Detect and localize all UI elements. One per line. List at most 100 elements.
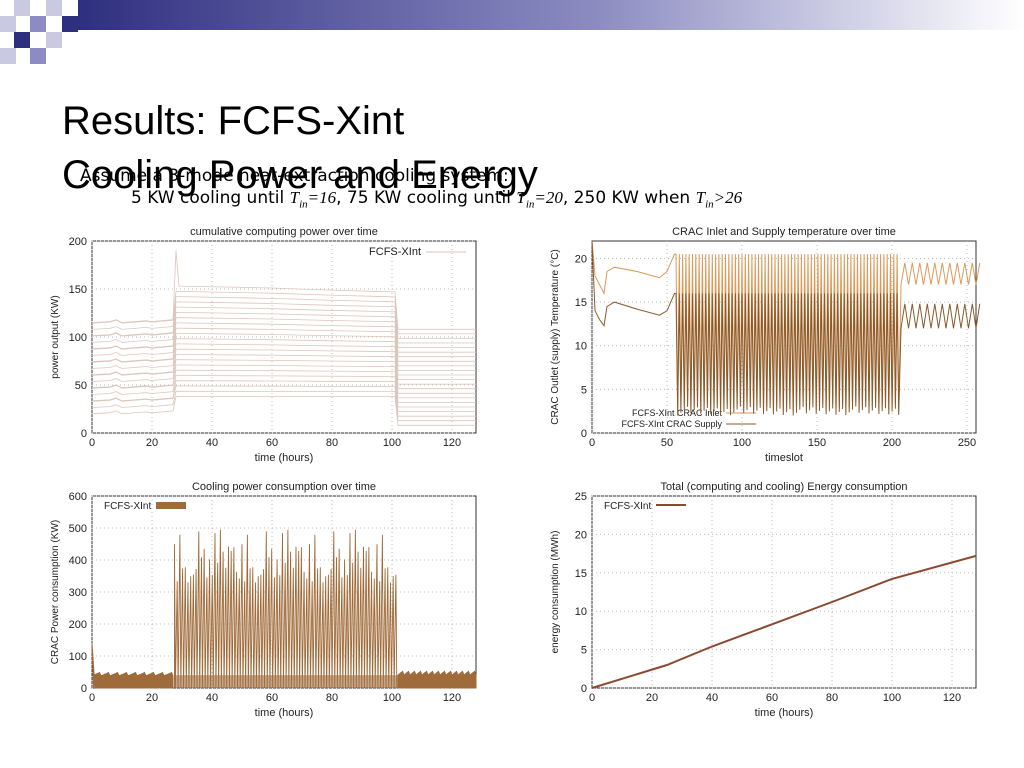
series-line (91, 348, 476, 385)
y-tick-label: 5 (581, 645, 587, 657)
x-tick-label: 250 (958, 437, 976, 449)
base-area-late (397, 670, 477, 689)
legend-swatch (156, 502, 186, 509)
y-tick-label: 100 (69, 332, 87, 344)
deco-square-5 (14, 32, 30, 48)
series-line (91, 390, 476, 422)
subtitle-line2: 5 KW cooling until Tin=16, 75 KW cooling… (131, 188, 743, 211)
y-tick-label: 0 (581, 683, 587, 695)
y-tick-label: 100 (69, 651, 87, 663)
chart-total-energy: 0 20 40 60 80 100 120 0 5 10 15 20 25 Total (computin… (550, 481, 977, 719)
x-tick-label: 50 (661, 437, 673, 449)
series-line (91, 296, 476, 339)
y-tick-label: 200 (69, 236, 87, 248)
x-tick-label: 100 (733, 437, 751, 449)
slide-title-line1: Results: FCFS-Xint (62, 99, 405, 143)
chart-title: CRAC Inlet and Supply temperature over t… (672, 226, 896, 238)
deco-square-7 (30, 48, 46, 64)
x-tick-label: 60 (766, 692, 778, 704)
series-line (91, 380, 476, 412)
x-tick-label: 60 (266, 437, 278, 449)
series-line (91, 385, 476, 417)
x-tick-label: 80 (326, 692, 338, 704)
header-gradient-bar (78, 0, 1024, 30)
y-tick-label: 15 (575, 297, 587, 309)
y-axis-label: CRAC Outlet (supply) Temperature (°C) (550, 249, 561, 425)
chart-title: cumulative computing power over time (190, 226, 378, 238)
subtitle-line1: Assume a 3-mode heat-extraction cooling … (80, 166, 509, 186)
deco-square-2 (30, 16, 46, 32)
x-tick-label: 100 (383, 692, 401, 704)
legend-label: FCFS-XInt (369, 246, 421, 258)
chart-crac-temperature: 0 50 100 150 200 250 0 5 10 15 20 CRAC Inlet and Su… (550, 226, 981, 464)
spikes (174, 529, 398, 689)
series-line (91, 359, 476, 394)
series-line (91, 396, 476, 426)
x-tick-label: 40 (206, 437, 218, 449)
y-tick-label: 600 (69, 491, 87, 503)
x-tick-label: 40 (206, 692, 218, 704)
y-tick-label: 20 (575, 253, 587, 265)
x-tick-label: 20 (646, 692, 658, 704)
deco-square-0 (14, 0, 30, 16)
x-tick-label: 100 (883, 692, 901, 704)
deco-square-3 (62, 16, 78, 32)
y-axis-label: energy consumption (MWh) (550, 531, 561, 654)
y-tick-label: 0 (81, 683, 87, 695)
y-tick-label: 150 (69, 284, 87, 296)
series-line-supply (591, 240, 981, 416)
chart-cooling-power: 0 20 40 60 80 100 120 0 100 200 300 400 500 600 Coolin… (50, 481, 477, 719)
legend-label: FCFS-XInt (604, 501, 651, 512)
y-tick-label: 25 (575, 491, 587, 503)
legend-label: FCFS-XInt (104, 501, 151, 512)
series-line (91, 364, 476, 399)
y-tick-label: 300 (69, 587, 87, 599)
y-axis-label: power output (KW) (50, 295, 61, 378)
series-line (91, 312, 476, 353)
base-area-early (91, 643, 174, 689)
x-axis-label: time (hours) (255, 707, 314, 719)
base-band-mid (174, 675, 398, 688)
x-axis-label: timeslot (765, 452, 803, 464)
chart-computing-power: 0 20 40 60 80 100 120 0 50 100 150 200 cumulative co… (50, 226, 477, 464)
slide-title-line2: Cooling Power and Energy (62, 153, 538, 197)
y-tick-label: 15 (575, 568, 587, 580)
x-tick-label: 100 (383, 437, 401, 449)
x-tick-label: 150 (808, 437, 826, 449)
deco-square-1 (46, 0, 62, 16)
y-tick-label: 0 (581, 428, 587, 440)
deco-square-8 (0, 48, 16, 64)
x-tick-label: 60 (266, 692, 278, 704)
series-line (591, 554, 977, 689)
x-tick-label: 80 (826, 692, 838, 704)
y-tick-label: 500 (69, 523, 87, 535)
y-tick-label: 400 (69, 555, 87, 567)
series-line (91, 333, 476, 371)
chart-title: Total (computing and cooling) Energy con… (660, 481, 907, 493)
series-line (91, 291, 476, 335)
x-tick-label: 120 (943, 692, 961, 704)
series-line (91, 343, 476, 380)
deco-square-4 (0, 16, 16, 32)
x-tick-label: 0 (89, 692, 95, 704)
x-axis-label: time (hours) (755, 707, 814, 719)
chart-title: Cooling power consumption over time (192, 481, 376, 493)
plot-area (591, 495, 977, 689)
y-tick-label: 5 (581, 384, 587, 396)
y-tick-label: 200 (69, 619, 87, 631)
series-line (91, 301, 476, 344)
y-axis-label: CRAC Power consumption (KW) (50, 520, 61, 664)
x-tick-label: 80 (326, 437, 338, 449)
x-tick-label: 0 (89, 437, 95, 449)
x-tick-label: 200 (883, 437, 901, 449)
y-tick-label: 0 (81, 428, 87, 440)
deco-square-6 (46, 32, 62, 48)
x-axis-label: time (hours) (255, 452, 314, 464)
series-line (91, 317, 476, 358)
x-tick-label: 20 (146, 692, 158, 704)
x-tick-label: 20 (146, 437, 158, 449)
x-tick-label: 120 (443, 692, 461, 704)
y-tick-label: 10 (575, 606, 587, 618)
series-line (91, 369, 476, 403)
y-tick-label: 20 (575, 529, 587, 541)
